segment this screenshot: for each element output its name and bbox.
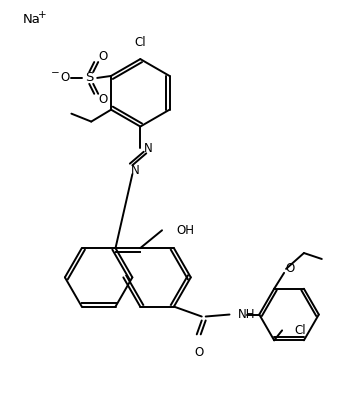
Text: O: O (194, 346, 203, 359)
Text: NH: NH (238, 308, 255, 321)
Text: Cl: Cl (294, 324, 306, 337)
Text: O: O (98, 50, 107, 63)
Text: −: − (51, 68, 60, 78)
Text: Na: Na (23, 13, 41, 26)
Text: Cl: Cl (135, 36, 146, 49)
Text: N: N (144, 142, 153, 155)
Text: +: + (38, 10, 47, 20)
Text: O: O (61, 71, 70, 84)
Text: O: O (285, 262, 294, 275)
Text: OH: OH (176, 224, 194, 237)
Text: S: S (85, 71, 94, 84)
Text: O: O (98, 93, 107, 106)
Text: N: N (130, 164, 139, 177)
